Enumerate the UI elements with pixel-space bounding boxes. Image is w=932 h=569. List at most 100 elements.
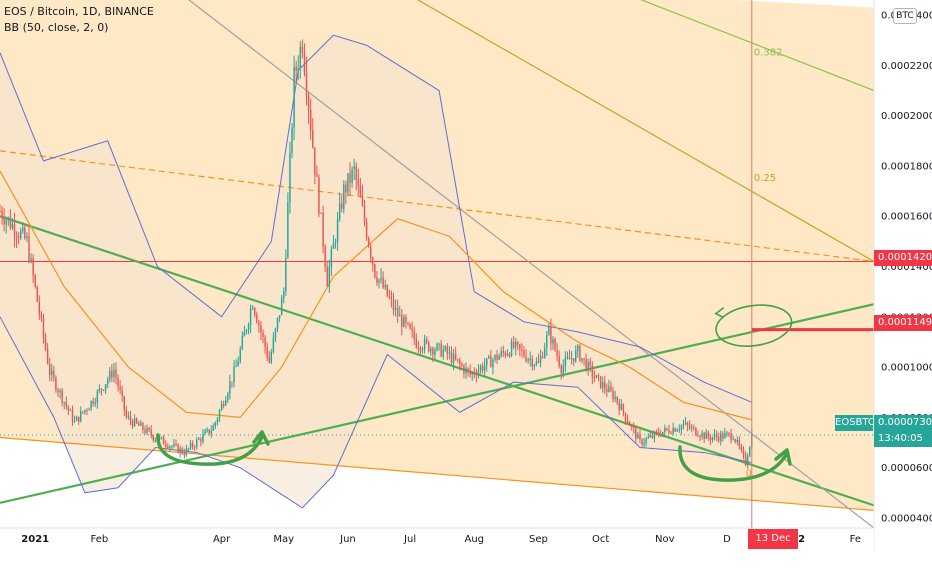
candle-body — [187, 448, 190, 450]
candle-body — [268, 357, 270, 363]
candle-body — [488, 356, 490, 359]
candle-body — [454, 353, 457, 360]
candle-body — [401, 314, 403, 327]
candle-body — [465, 368, 467, 374]
candle-body — [40, 314, 43, 318]
candle-body — [123, 396, 125, 411]
y-tick-label: 0.0001400 — [881, 262, 932, 273]
candle-body — [440, 343, 442, 357]
candle-body — [283, 291, 285, 299]
candle-body — [382, 277, 384, 288]
candle-body — [713, 434, 716, 438]
candle-body — [162, 437, 165, 445]
candle-body — [626, 420, 629, 423]
candle-body — [258, 322, 260, 326]
candle-body — [471, 372, 473, 375]
candle-body — [699, 436, 701, 438]
candle-body — [42, 317, 45, 337]
candle-body — [705, 432, 707, 439]
candle-body — [222, 403, 225, 406]
candle-body — [655, 431, 658, 433]
candle-body — [419, 347, 422, 351]
candle-body — [19, 231, 22, 239]
candle-body — [525, 356, 527, 362]
candle-body — [693, 427, 695, 429]
candle-body — [5, 219, 7, 225]
candle-body — [481, 366, 484, 371]
candle-body — [730, 433, 732, 440]
candle-body — [409, 323, 411, 329]
candle-body — [417, 347, 420, 349]
candle-body — [541, 356, 544, 358]
candle-body — [227, 393, 229, 401]
candle-body — [701, 432, 703, 437]
candle-body — [403, 316, 405, 327]
candle-body — [270, 352, 273, 363]
candle-body — [612, 390, 614, 400]
candle-body — [0, 211, 1, 213]
candle-body — [84, 409, 86, 413]
candle-body — [639, 434, 641, 440]
candle-body — [686, 422, 689, 426]
candle-body — [63, 402, 65, 404]
candle-body — [138, 422, 140, 426]
candle-body — [106, 379, 109, 385]
candle-body — [86, 409, 88, 411]
candle-body — [57, 390, 59, 393]
candle-body — [647, 437, 649, 439]
candle-body — [69, 409, 72, 411]
candle-body — [307, 95, 310, 110]
candle-body — [36, 286, 39, 302]
candle-body — [715, 434, 718, 437]
hand-arrow-left-icon — [156, 433, 264, 466]
x-tick-label: Aug — [465, 534, 485, 545]
candle-body — [579, 345, 581, 361]
candle-body — [587, 361, 589, 371]
candle-body — [523, 350, 525, 357]
candle-body — [370, 246, 372, 258]
candle-body — [96, 391, 99, 403]
candle-body — [657, 432, 660, 435]
candle-body — [254, 308, 256, 315]
candle-body — [521, 349, 523, 351]
candle-body — [280, 298, 283, 316]
candle-body — [506, 354, 509, 356]
candle-body — [92, 400, 94, 405]
candle-body — [309, 109, 312, 131]
candle-body — [171, 446, 173, 448]
y-tick-label: 0.0002000 — [881, 111, 932, 122]
candle-body — [459, 360, 461, 365]
candle-body — [345, 184, 347, 193]
candle-body — [421, 349, 424, 351]
candle-body — [357, 179, 360, 186]
candle-body — [322, 212, 324, 247]
candle-body — [334, 242, 337, 244]
candle-body — [740, 446, 743, 450]
candle-body — [11, 223, 14, 229]
candle-body — [330, 248, 333, 267]
bb-basis-line — [0, 170, 752, 421]
candle-body — [198, 439, 200, 441]
candle-body — [442, 350, 444, 357]
candle-body — [405, 316, 407, 323]
candle-body — [32, 258, 34, 276]
candle-body — [127, 416, 130, 418]
price-chart[interactable]: 0.3820.2500.00004000.00006000.00008000.0… — [0, 0, 932, 550]
candle-body — [324, 246, 326, 268]
candle-body — [616, 396, 618, 403]
candle-body — [666, 428, 668, 430]
candle-body — [173, 443, 175, 447]
candle-body — [510, 342, 513, 356]
candle-body — [351, 169, 353, 184]
current-price-tag: 0.0000730 — [874, 415, 932, 431]
indicator-title: BB (50, close, 2, 0) — [4, 21, 109, 34]
currency-badge[interactable]: BTC — [893, 8, 917, 24]
candle-body — [154, 439, 157, 441]
candle-body — [169, 446, 171, 449]
x-tick-label: Jun — [339, 534, 356, 545]
candle-body — [115, 369, 117, 379]
candle-body — [46, 349, 49, 364]
candle-body — [225, 400, 227, 406]
candle-body — [349, 173, 351, 184]
candle-body — [711, 437, 714, 441]
